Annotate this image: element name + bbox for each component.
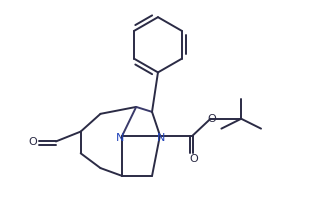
Text: N: N — [157, 132, 165, 142]
Text: O: O — [189, 153, 198, 163]
Text: O: O — [207, 113, 216, 123]
Text: O: O — [29, 137, 37, 147]
Text: N: N — [116, 132, 125, 142]
